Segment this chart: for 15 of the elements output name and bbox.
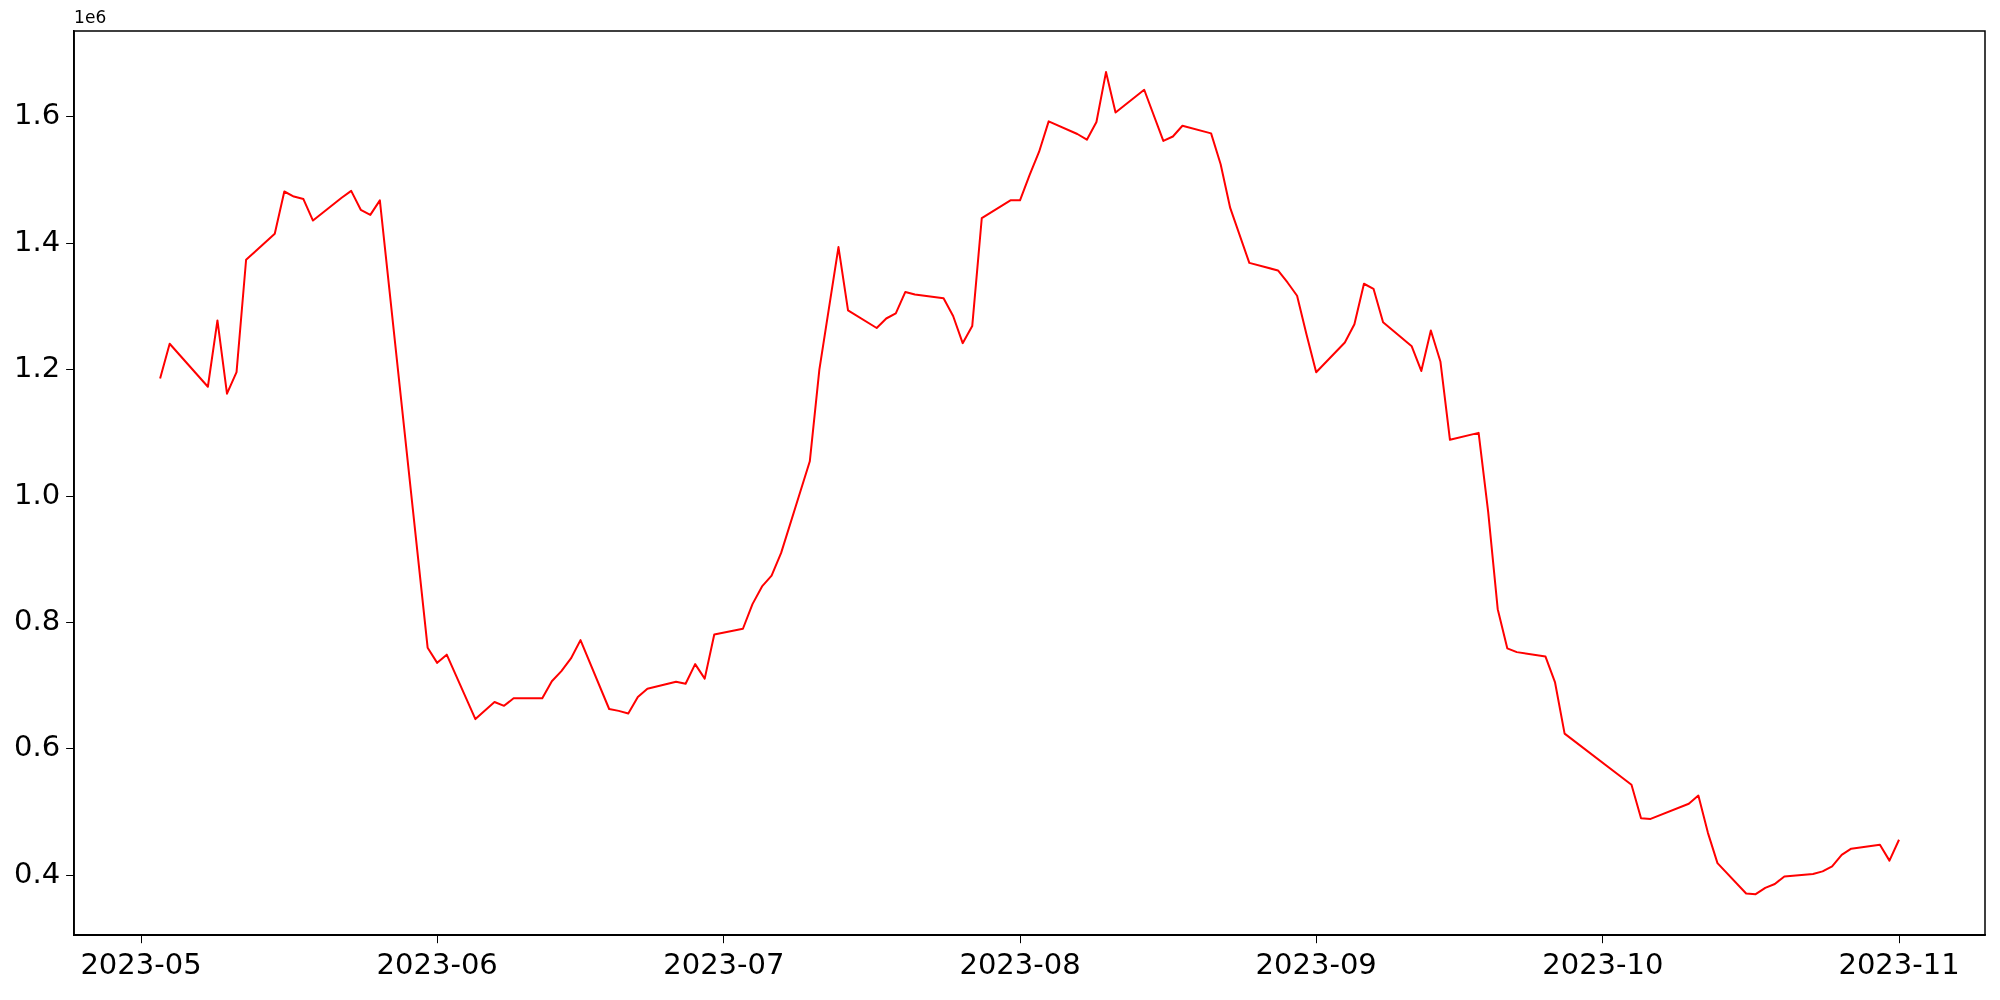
y-tick-label: 1.0 (13, 476, 61, 511)
y-tick-label: 0.8 (13, 602, 61, 637)
x-tick-label: 2023-11 (1838, 947, 1960, 982)
y-tick-label: 0.6 (13, 729, 61, 764)
y-tick-label: 0.4 (13, 855, 61, 890)
x-tick-label: 2023-05 (80, 947, 202, 982)
x-tick-label: 2023-06 (376, 947, 498, 982)
y-tick-label: 1.4 (13, 223, 61, 258)
x-tick-label: 2023-09 (1255, 947, 1377, 982)
x-tick-label: 2023-07 (663, 947, 785, 982)
y-tick-label: 1.2 (13, 350, 61, 385)
y-tick-label: 1.6 (13, 97, 61, 132)
x-tick-label: 2023-08 (959, 947, 1081, 982)
text: 1e6 (74, 6, 107, 27)
x-tick-label: 2023-10 (1542, 947, 1664, 982)
